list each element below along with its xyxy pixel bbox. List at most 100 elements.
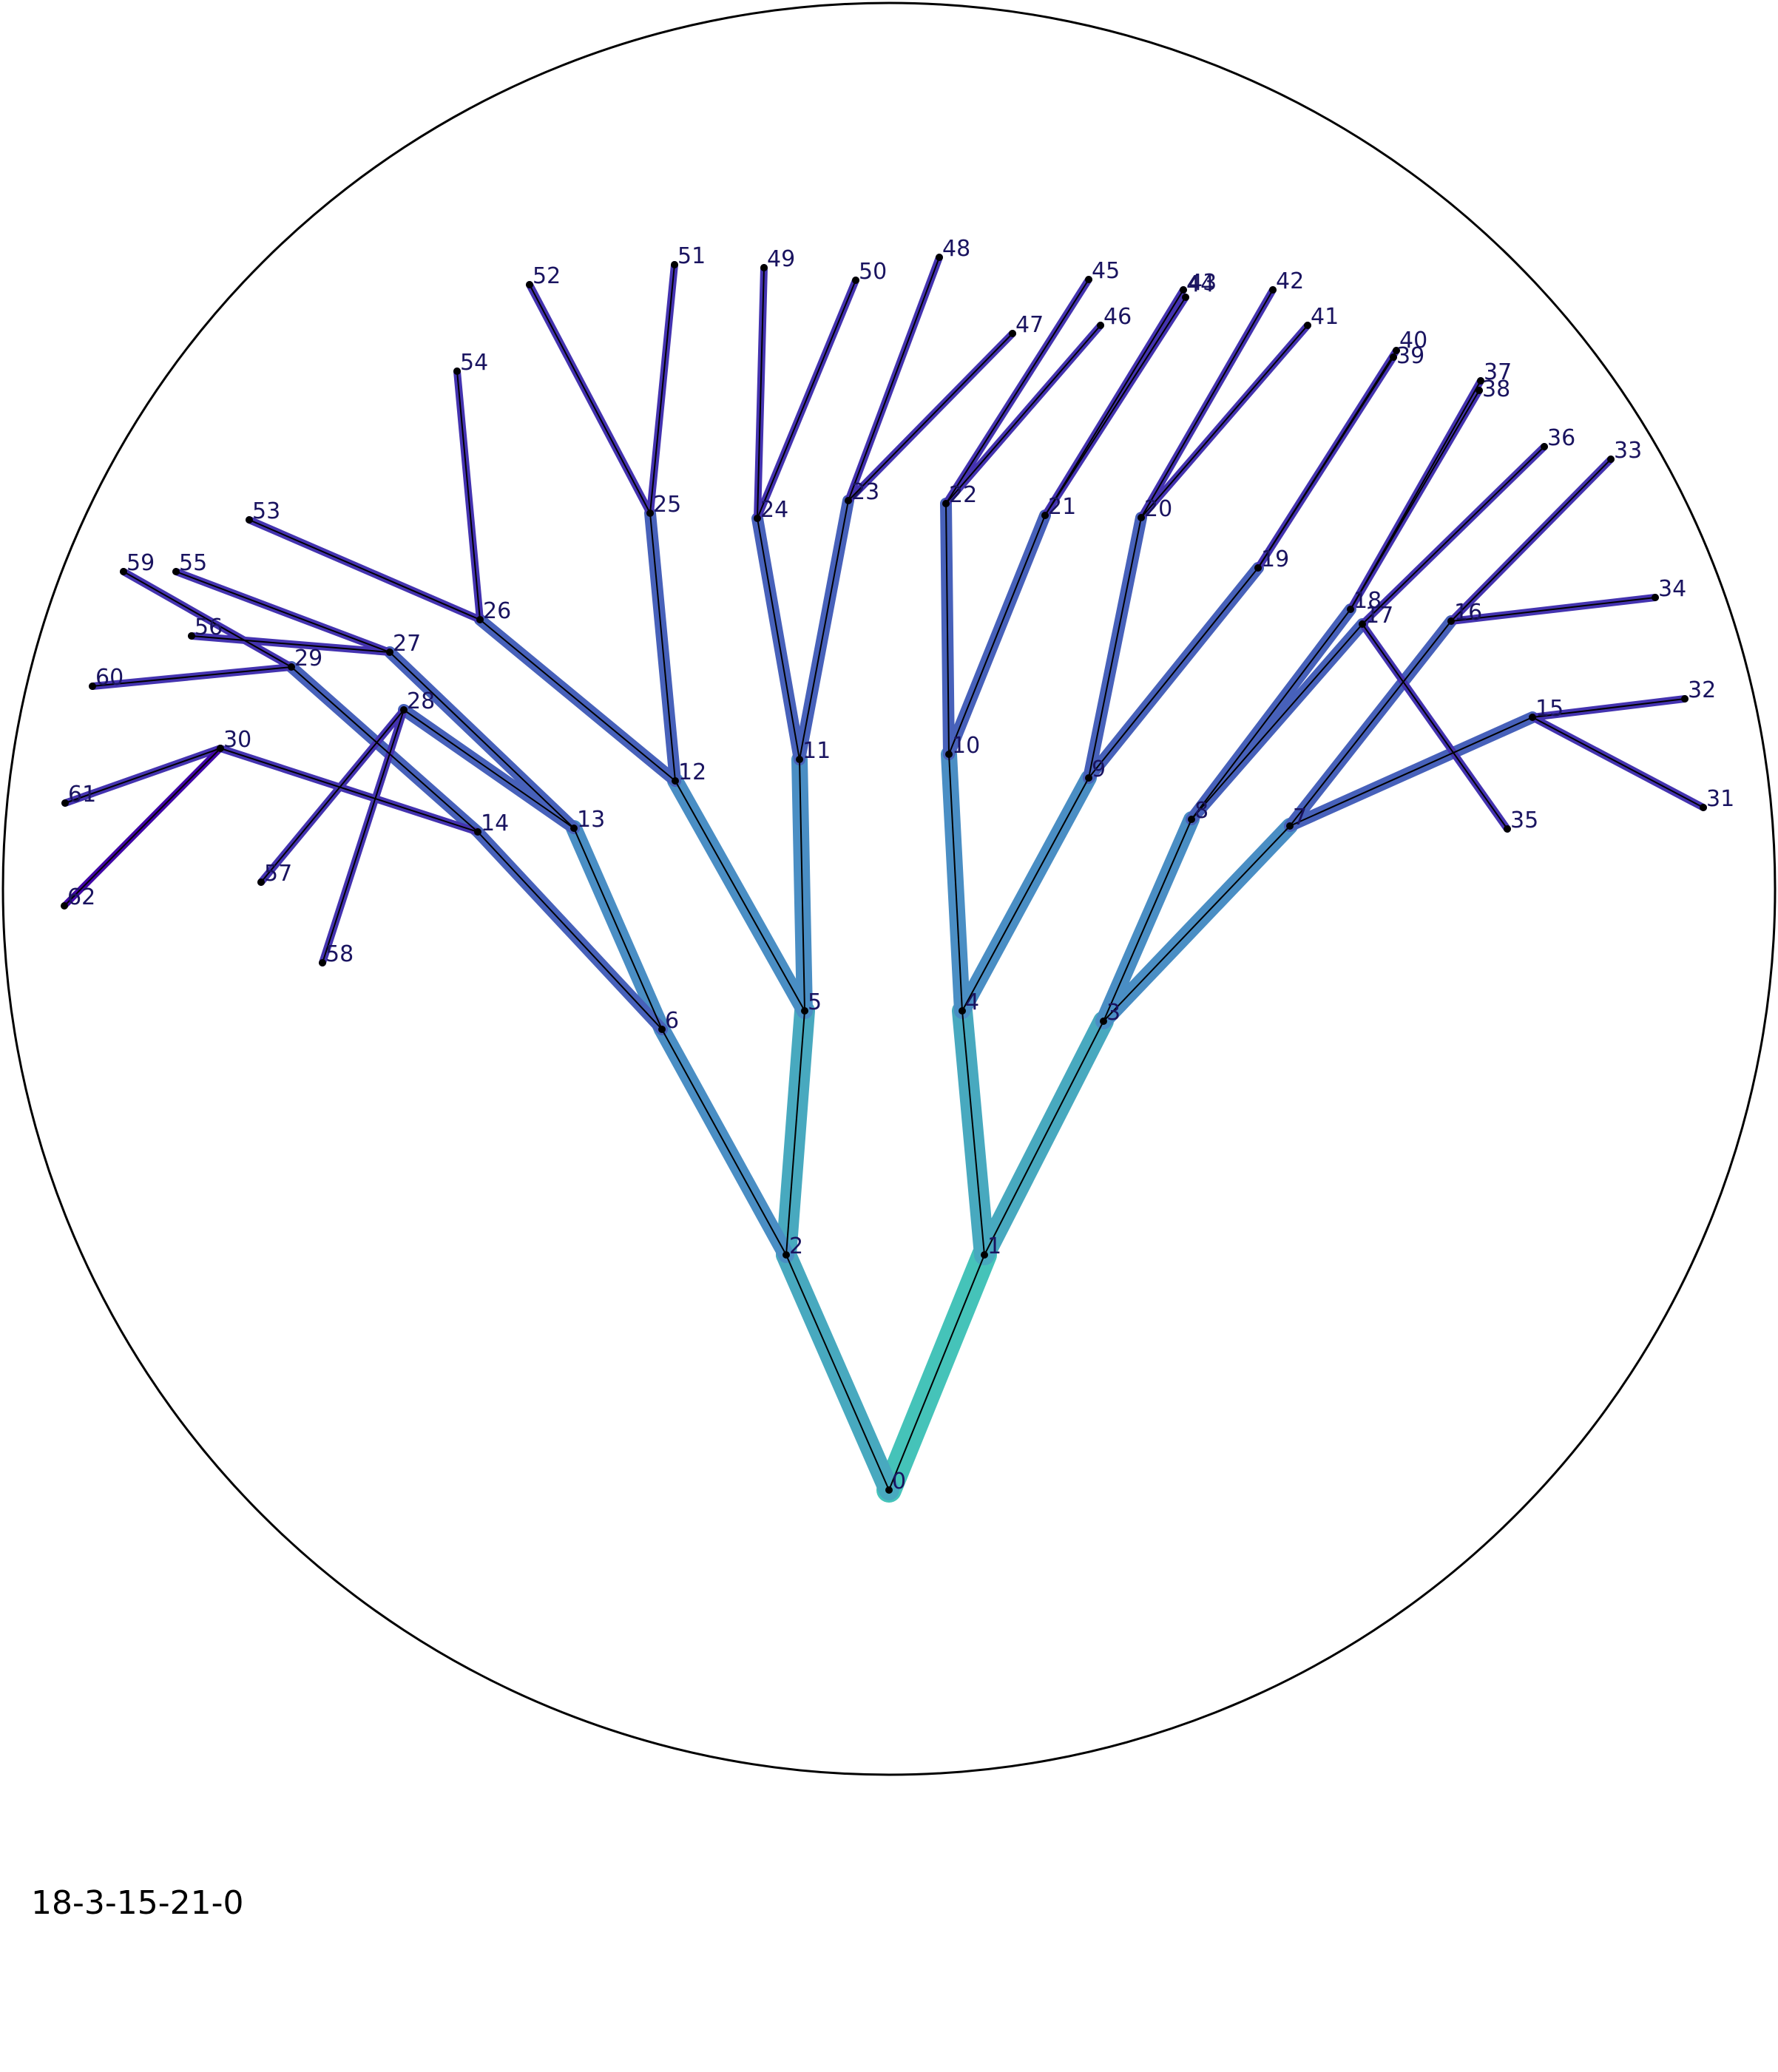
node-23 bbox=[845, 497, 852, 504]
node-11 bbox=[796, 756, 803, 763]
node-60 bbox=[89, 683, 96, 690]
edge-line-26-53 bbox=[249, 519, 481, 620]
node-33 bbox=[1607, 456, 1615, 463]
edge-line-22-46 bbox=[945, 325, 1101, 504]
node-5 bbox=[801, 1007, 808, 1015]
edge-line-17-35 bbox=[1362, 623, 1508, 830]
node-label-0: 0 bbox=[892, 1469, 906, 1494]
node-label-6: 6 bbox=[665, 1008, 679, 1034]
node-51 bbox=[671, 261, 678, 268]
edge-line-13-27 bbox=[389, 651, 575, 829]
node-50 bbox=[852, 277, 859, 284]
node-54 bbox=[453, 368, 461, 375]
node-label-29: 29 bbox=[294, 646, 322, 671]
edge-line-7-16 bbox=[1289, 620, 1452, 827]
node-21 bbox=[1041, 512, 1049, 519]
node-label-5: 5 bbox=[808, 989, 822, 1015]
edge-line-2-5 bbox=[785, 1010, 805, 1256]
node-30 bbox=[217, 745, 224, 752]
edge-line-6-13 bbox=[573, 827, 663, 1030]
edge-line-12-25 bbox=[649, 512, 676, 782]
diagram-caption: 18-3-15-21-0 bbox=[31, 1884, 244, 1922]
edge-line-29-59 bbox=[123, 571, 292, 668]
node-1 bbox=[981, 1251, 988, 1259]
edge-bands bbox=[61, 254, 1707, 1503]
node-label-30: 30 bbox=[223, 727, 251, 753]
node-25 bbox=[646, 509, 654, 517]
node-43 bbox=[1182, 294, 1189, 301]
node-39 bbox=[1390, 353, 1397, 361]
node-41 bbox=[1304, 322, 1311, 329]
node-label-23: 23 bbox=[851, 479, 879, 505]
node-label-40: 40 bbox=[1399, 328, 1427, 353]
node-label-4: 4 bbox=[965, 989, 979, 1015]
node-label-45: 45 bbox=[1092, 258, 1120, 284]
edge-line-28-57 bbox=[260, 709, 405, 883]
edge-lines bbox=[64, 257, 1704, 1491]
node-label-47: 47 bbox=[1015, 312, 1044, 338]
node-label-48: 48 bbox=[942, 236, 970, 262]
edge-line-29-60 bbox=[92, 666, 292, 687]
node-47 bbox=[1009, 330, 1016, 337]
edge-line-10-22 bbox=[945, 503, 950, 755]
edge-line-18-38 bbox=[1350, 390, 1480, 610]
node-label-11: 11 bbox=[802, 738, 831, 764]
edge-line-9-20 bbox=[1088, 517, 1142, 779]
node-label-13: 13 bbox=[577, 807, 605, 833]
node-label-62: 62 bbox=[67, 884, 95, 910]
node-label-56: 56 bbox=[195, 615, 223, 640]
edge-line-1-3 bbox=[984, 1020, 1104, 1256]
edge-line-20-41 bbox=[1140, 325, 1308, 518]
edge-line-30-61 bbox=[64, 748, 221, 804]
node-6 bbox=[658, 1026, 666, 1033]
node-label-20: 20 bbox=[1144, 496, 1172, 522]
node-16 bbox=[1447, 617, 1455, 625]
node-0 bbox=[885, 1486, 893, 1494]
edge-line-24-50 bbox=[757, 280, 856, 519]
edge-line-3-7 bbox=[1103, 825, 1291, 1022]
edge-line-15-31 bbox=[1532, 717, 1704, 808]
node-label-49: 49 bbox=[767, 246, 795, 272]
edge-line-21-44 bbox=[1044, 289, 1184, 516]
node-label-17: 17 bbox=[1365, 603, 1393, 629]
node-62 bbox=[61, 902, 68, 910]
edge-line-23-48 bbox=[848, 257, 940, 501]
node-label-1: 1 bbox=[987, 1233, 1001, 1259]
node-19 bbox=[1254, 564, 1262, 572]
edge-line-23-47 bbox=[848, 333, 1013, 501]
node-label-43: 43 bbox=[1189, 270, 1217, 296]
node-15 bbox=[1529, 714, 1536, 721]
edge-line-25-52 bbox=[529, 284, 651, 514]
edge-line-4-9 bbox=[961, 777, 1089, 1012]
edge-line-12-26 bbox=[479, 619, 676, 782]
node-7 bbox=[1286, 822, 1294, 830]
edge-line-8-18 bbox=[1191, 609, 1351, 820]
node-31 bbox=[1700, 804, 1707, 811]
node-34 bbox=[1652, 594, 1659, 601]
node-29 bbox=[288, 663, 295, 671]
edge-line-26-54 bbox=[456, 370, 481, 620]
node-label-14: 14 bbox=[481, 810, 509, 836]
node-label-41: 41 bbox=[1311, 304, 1339, 330]
node-38 bbox=[1476, 387, 1483, 394]
edge-line-0-1 bbox=[888, 1254, 985, 1491]
edge-line-28-58 bbox=[322, 709, 405, 964]
node-label-25: 25 bbox=[653, 492, 681, 518]
node-label-35: 35 bbox=[1510, 808, 1538, 833]
node-label-7: 7 bbox=[1293, 805, 1307, 830]
node-label-37: 37 bbox=[1484, 359, 1512, 385]
node-label-54: 54 bbox=[460, 350, 488, 376]
edge-line-0-2 bbox=[785, 1254, 890, 1491]
node-dots bbox=[61, 254, 1707, 1494]
node-label-10: 10 bbox=[952, 733, 980, 759]
edge-line-16-34 bbox=[1450, 597, 1656, 622]
node-label-44: 44 bbox=[1186, 271, 1214, 297]
node-label-38: 38 bbox=[1482, 376, 1510, 402]
node-label-12: 12 bbox=[678, 759, 706, 785]
edge-line-21-43 bbox=[1044, 297, 1186, 516]
node-label-21: 21 bbox=[1048, 494, 1076, 520]
edge-line-15-32 bbox=[1532, 698, 1686, 718]
node-22 bbox=[942, 500, 950, 507]
node-27 bbox=[386, 649, 393, 656]
